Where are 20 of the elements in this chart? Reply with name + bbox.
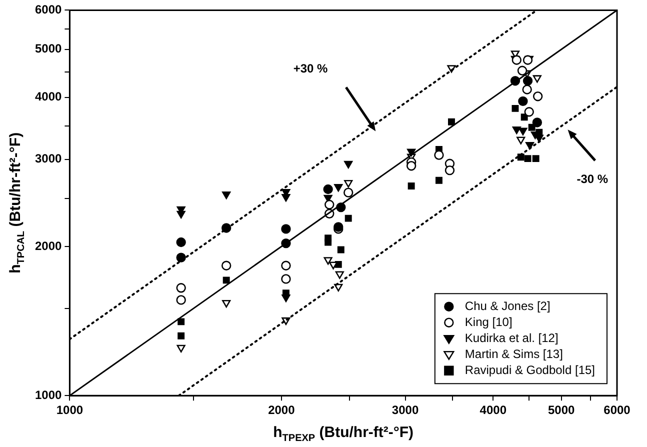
x-tick-label: 1000 — [56, 403, 84, 418]
annotation: +30 % — [293, 61, 328, 76]
legend-label: Chu & Jones [2] — [464, 298, 550, 313]
y-tick-label: 3000 — [34, 152, 62, 166]
legend-label: Ravipudi & Godbold [15] — [464, 362, 596, 377]
y-tick-label: 5000 — [34, 42, 62, 56]
x-tick-label: 3000 — [392, 403, 419, 418]
legend-label: Kudirka et al. [12] — [464, 330, 558, 345]
y-tick-label: 2000 — [34, 238, 62, 253]
x-tick-label: 5000 — [548, 403, 575, 418]
annotation: -30 % — [576, 172, 608, 186]
y-axis-title: hTPCAL (Btu/hr-ft²-°F) — [7, 132, 27, 274]
legend-label: Martin & Sims [13] — [464, 346, 563, 361]
y-tick-label: 4000 — [34, 90, 62, 104]
legend-label: King [10] — [464, 314, 512, 329]
x-tick-label: 6000 — [604, 403, 631, 418]
y-tick-label: 1000 — [34, 388, 62, 402]
x-tick-label: 4000 — [480, 403, 507, 418]
y-tick-label: 6000 — [34, 2, 62, 17]
x-tick-label: 2000 — [268, 403, 296, 418]
